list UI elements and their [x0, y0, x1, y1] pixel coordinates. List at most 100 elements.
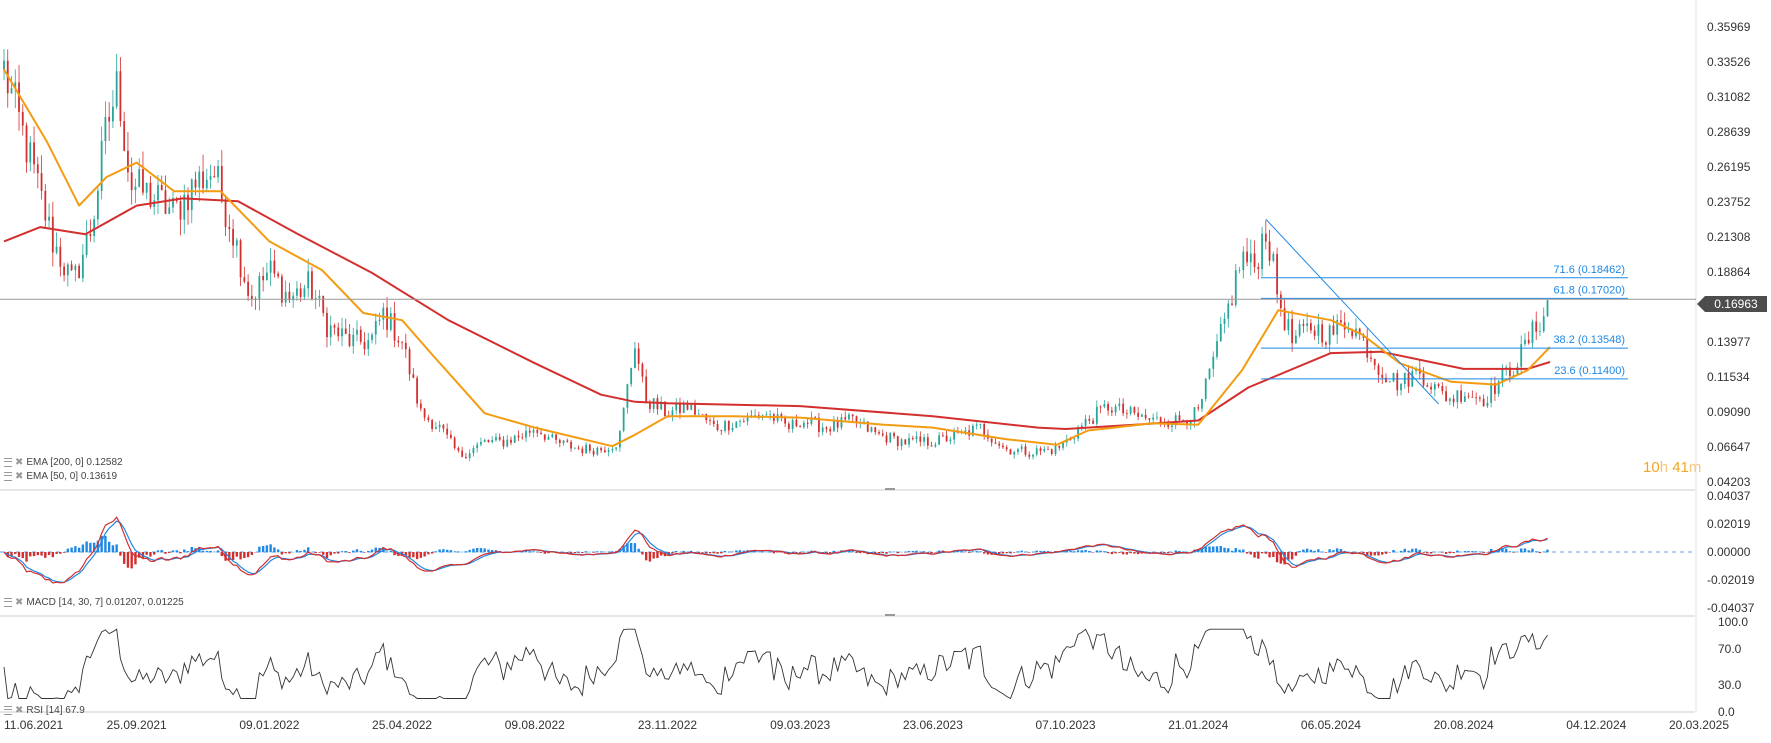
candle-body: [1246, 251, 1248, 263]
candle-body: [746, 415, 749, 422]
candle-body: [33, 142, 35, 165]
candle-body: [1287, 319, 1290, 331]
candle-body: [592, 450, 595, 455]
settings-icon[interactable]: [4, 472, 12, 481]
candle-body: [1396, 373, 1399, 391]
macd-histogram-bar: [1489, 548, 1493, 553]
candle-body: [525, 430, 527, 438]
macd-histogram-bar: [1452, 552, 1455, 554]
legend-rsi[interactable]: ✖ RSI [14] 67.9: [4, 705, 85, 716]
legend-ema200[interactable]: ✖ EMA [200, 0] 0.12582: [4, 457, 123, 468]
macd-histogram-bar: [314, 552, 317, 554]
close-icon[interactable]: ✖: [15, 471, 24, 482]
macd-histogram-bar: [201, 550, 205, 553]
candle-body: [371, 334, 373, 341]
legend-ema50[interactable]: ✖ EMA [50, 0] 0.13619: [4, 471, 117, 482]
candle-body: [889, 433, 892, 443]
candle-body: [1212, 356, 1215, 369]
macd-histogram-bar: [1527, 550, 1530, 553]
candle-body: [495, 436, 497, 441]
candle-body: [40, 173, 43, 191]
macd-histogram-bar: [1482, 552, 1485, 554]
candle-body: [408, 349, 411, 375]
close-icon[interactable]: ✖: [15, 597, 24, 608]
candle-body: [419, 403, 422, 409]
candle-body: [205, 179, 208, 189]
macd-histogram-bar: [1283, 552, 1286, 565]
legend-macd[interactable]: ✖ MACD [14, 30, 7] 0.01207, 0.01225: [4, 597, 184, 608]
candle-body: [288, 291, 291, 301]
panel-resize-handle[interactable]: [885, 614, 895, 616]
macd-histogram-bar: [44, 552, 47, 558]
macd-histogram-bar: [389, 550, 393, 553]
macd-histogram-bar: [686, 551, 689, 553]
macd-line: [3, 516, 1548, 584]
candle-body: [1234, 270, 1237, 305]
fibonacci-retracement[interactable]: 71.6 (0.18462) 61.8 (0.17020) 38.2 (0.1354…: [1261, 218, 1628, 405]
macd-histogram-bar: [577, 552, 580, 553]
macd-tick-label: 0.02019: [1707, 517, 1751, 531]
settings-icon[interactable]: [4, 706, 12, 715]
candle-body: [555, 434, 557, 440]
candle-body: [1159, 417, 1162, 424]
candle-body: [821, 427, 824, 432]
candle-body: [442, 424, 445, 429]
candle-body: [573, 447, 576, 449]
macd-histogram-bar: [599, 551, 603, 553]
macd-histogram-bar: [1328, 549, 1331, 553]
macd-histogram-bar: [40, 552, 43, 556]
macd-histogram-bar: [145, 552, 148, 555]
candle-body: [1516, 366, 1519, 376]
price-tick-label: 0.18864: [1707, 265, 1751, 279]
settings-icon[interactable]: [4, 458, 12, 467]
rsi-panel: [3, 628, 1548, 700]
macd-histogram-bar: [633, 543, 637, 553]
macd-histogram-bar: [1257, 552, 1260, 559]
macd-histogram-bar: [547, 552, 550, 554]
macd-histogram-bar: [1542, 551, 1545, 553]
macd-histogram-bar: [156, 550, 160, 553]
macd-histogram-bar: [1260, 552, 1264, 554]
macd-histogram-bar: [333, 552, 336, 554]
macd-tick-label: -0.02019: [1707, 573, 1755, 587]
macd-histogram-bar: [239, 552, 242, 560]
date-tick-label: 20.03.2025: [1669, 718, 1729, 732]
candle-body: [89, 234, 92, 236]
close-icon[interactable]: ✖: [15, 705, 24, 716]
macd-histogram-bar: [1129, 552, 1132, 554]
macd-histogram-bar: [1249, 552, 1253, 555]
macd-histogram-bar: [1519, 548, 1523, 553]
macd-histogram-bar: [584, 551, 588, 553]
candle-body: [964, 430, 967, 432]
panel-resize-handle[interactable]: [885, 488, 895, 490]
candle-body: [269, 260, 272, 273]
candle-body: [472, 448, 475, 454]
candle-body: [367, 340, 370, 350]
candle-body: [213, 176, 216, 178]
macd-histogram-bar: [791, 552, 794, 553]
macd-histogram-bar: [697, 552, 700, 554]
macd-histogram-bar: [430, 552, 434, 554]
candle-body: [352, 334, 355, 347]
macd-histogram-bar: [648, 552, 652, 562]
macd-histogram-bar: [675, 551, 678, 553]
close-icon[interactable]: ✖: [15, 457, 24, 468]
macd-histogram-bar: [641, 552, 644, 555]
macd-histogram-bar: [295, 550, 299, 553]
price-tick-label: 0.06647: [1707, 440, 1751, 454]
settings-icon[interactable]: [4, 598, 12, 607]
macd-histogram-bar: [1125, 552, 1129, 555]
candle-body: [393, 313, 396, 341]
candle-body: [326, 312, 328, 338]
macd-histogram-bar: [757, 551, 761, 553]
candle-countdown: 10h 41m: [1643, 459, 1701, 476]
candle-body: [551, 434, 554, 437]
candle-body: [930, 445, 933, 447]
candle-body: [547, 436, 550, 440]
candle-body: [1437, 384, 1440, 387]
candle-body: [818, 417, 820, 432]
macd-histogram-bar: [832, 550, 836, 553]
price-tick-label: 0.26195: [1707, 160, 1751, 174]
macd-histogram-bar: [626, 543, 629, 553]
